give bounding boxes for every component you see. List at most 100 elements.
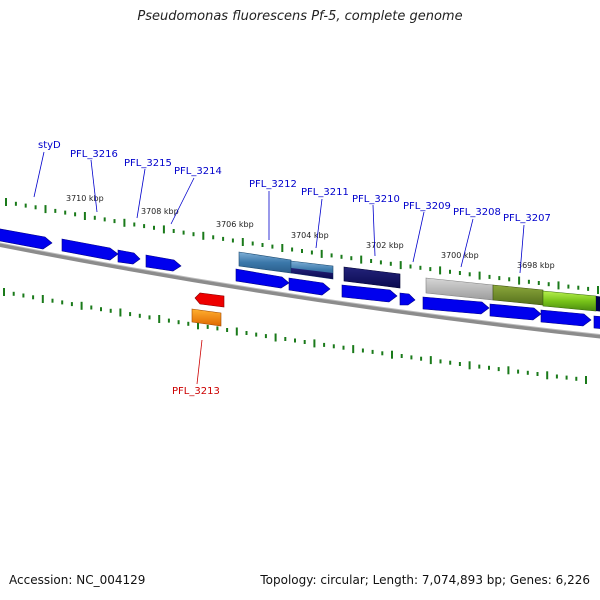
- gene-arrow[interactable]: [145, 254, 182, 272]
- feature-box[interactable]: [542, 290, 597, 312]
- gene-label-PFL_3213[interactable]: PFL_3213: [172, 386, 220, 397]
- gene-label-PFL_3210[interactable]: PFL_3210: [352, 194, 400, 205]
- gene-arrow[interactable]: [593, 315, 600, 329]
- minor-tick: [361, 348, 364, 353]
- reverse-feature-box[interactable]: [191, 308, 222, 327]
- feature-box[interactable]: [596, 296, 600, 312]
- gene-arrow[interactable]: [288, 277, 331, 296]
- minor-tick: [172, 229, 175, 233]
- minor-tick: [245, 331, 248, 335]
- minor-tick: [449, 269, 451, 274]
- gene-arrow[interactable]: [399, 292, 416, 306]
- gene-arrow[interactable]: [0, 228, 53, 250]
- gene-arrow[interactable]: [489, 303, 542, 321]
- major-tick: [352, 345, 355, 354]
- major-tick: [478, 271, 481, 280]
- minor-tick: [379, 260, 382, 265]
- minor-tick: [468, 272, 471, 277]
- feature-box[interactable]: [291, 268, 333, 279]
- minor-tick: [458, 362, 461, 366]
- major-tick: [119, 308, 122, 317]
- kbp-label: 3708 kbp: [141, 207, 179, 216]
- minor-tick: [294, 338, 296, 343]
- gene-label-styD[interactable]: styD: [38, 140, 61, 151]
- minor-tick: [370, 259, 373, 263]
- minor-tick: [577, 285, 580, 290]
- gene-label-PFL_3215[interactable]: PFL_3215: [124, 158, 172, 169]
- minor-tick: [22, 293, 25, 298]
- kbp-label: 3704 kbp: [291, 231, 329, 240]
- feature-box[interactable]: [343, 266, 401, 289]
- gene-arrow[interactable]: [341, 284, 398, 303]
- minor-tick: [74, 212, 77, 217]
- minor-tick: [526, 370, 529, 375]
- major-tick: [274, 333, 277, 342]
- minor-tick: [251, 241, 254, 246]
- gene-label-PFL_3211[interactable]: PFL_3211: [301, 187, 349, 198]
- minor-tick: [177, 320, 180, 325]
- feature-row: [238, 251, 600, 312]
- minor-tick: [231, 238, 234, 243]
- minor-tick: [517, 369, 520, 374]
- minor-tick: [216, 326, 219, 331]
- feature-box[interactable]: [238, 251, 292, 274]
- reverse-gene-arrow[interactable]: [194, 292, 225, 308]
- minor-tick: [291, 247, 294, 252]
- minor-tick: [90, 305, 93, 310]
- minor-tick: [167, 318, 170, 323]
- minor-tick: [212, 235, 215, 240]
- minor-tick: [332, 344, 335, 349]
- major-tick: [557, 281, 560, 290]
- major-tick: [241, 238, 244, 246]
- minor-tick: [536, 372, 539, 376]
- minor-tick: [261, 243, 264, 247]
- feature-box[interactable]: [492, 284, 544, 306]
- major-tick: [162, 225, 165, 234]
- label-leader-red: [196, 339, 203, 385]
- minor-tick: [575, 376, 578, 381]
- minor-tick: [133, 222, 136, 227]
- major-tick: [202, 231, 205, 240]
- minor-tick: [153, 225, 155, 230]
- major-tick: [83, 212, 86, 220]
- minor-tick: [478, 364, 481, 369]
- gene-arrow[interactable]: [422, 296, 490, 315]
- gene-arrow[interactable]: [117, 249, 141, 265]
- major-tick: [518, 276, 521, 285]
- minor-tick: [497, 367, 500, 372]
- minor-tick: [567, 284, 570, 289]
- gene-arrow[interactable]: [61, 238, 119, 261]
- minor-tick: [555, 374, 558, 379]
- minor-tick: [323, 342, 326, 347]
- inner-tick-track: [3, 288, 587, 384]
- major-tick: [360, 255, 363, 264]
- minor-tick: [93, 215, 96, 220]
- minor-tick: [310, 250, 313, 255]
- minor-tick: [439, 359, 442, 364]
- gene-label-PFL_3212[interactable]: PFL_3212: [249, 179, 297, 190]
- minor-tick: [138, 313, 141, 318]
- major-tick: [123, 218, 126, 227]
- major-tick: [3, 288, 5, 296]
- major-tick: [546, 371, 549, 380]
- gene-label-PFL_3207[interactable]: PFL_3207: [503, 213, 551, 224]
- minor-tick: [226, 328, 229, 332]
- minor-tick: [330, 253, 333, 258]
- feature-box[interactable]: [425, 277, 494, 301]
- gene-arrow[interactable]: [235, 268, 290, 289]
- gene-label-PFL_3209[interactable]: PFL_3209: [403, 201, 451, 212]
- gene-arrow[interactable]: [540, 309, 592, 327]
- kbp-label: 3700 kbp: [441, 251, 479, 260]
- minor-tick: [255, 332, 258, 337]
- major-tick: [313, 339, 316, 348]
- gene-label-PFL_3214[interactable]: PFL_3214: [174, 166, 222, 177]
- major-tick: [439, 266, 442, 275]
- minor-tick: [187, 321, 190, 326]
- minor-tick: [70, 302, 73, 307]
- minor-tick: [340, 254, 343, 259]
- gene-label-PFL_3208[interactable]: PFL_3208: [453, 207, 501, 218]
- minor-tick: [143, 224, 146, 229]
- minor-tick: [498, 276, 501, 281]
- gene-label-PFL_3216[interactable]: PFL_3216: [70, 149, 118, 160]
- genome-backbone: [0, 242, 600, 339]
